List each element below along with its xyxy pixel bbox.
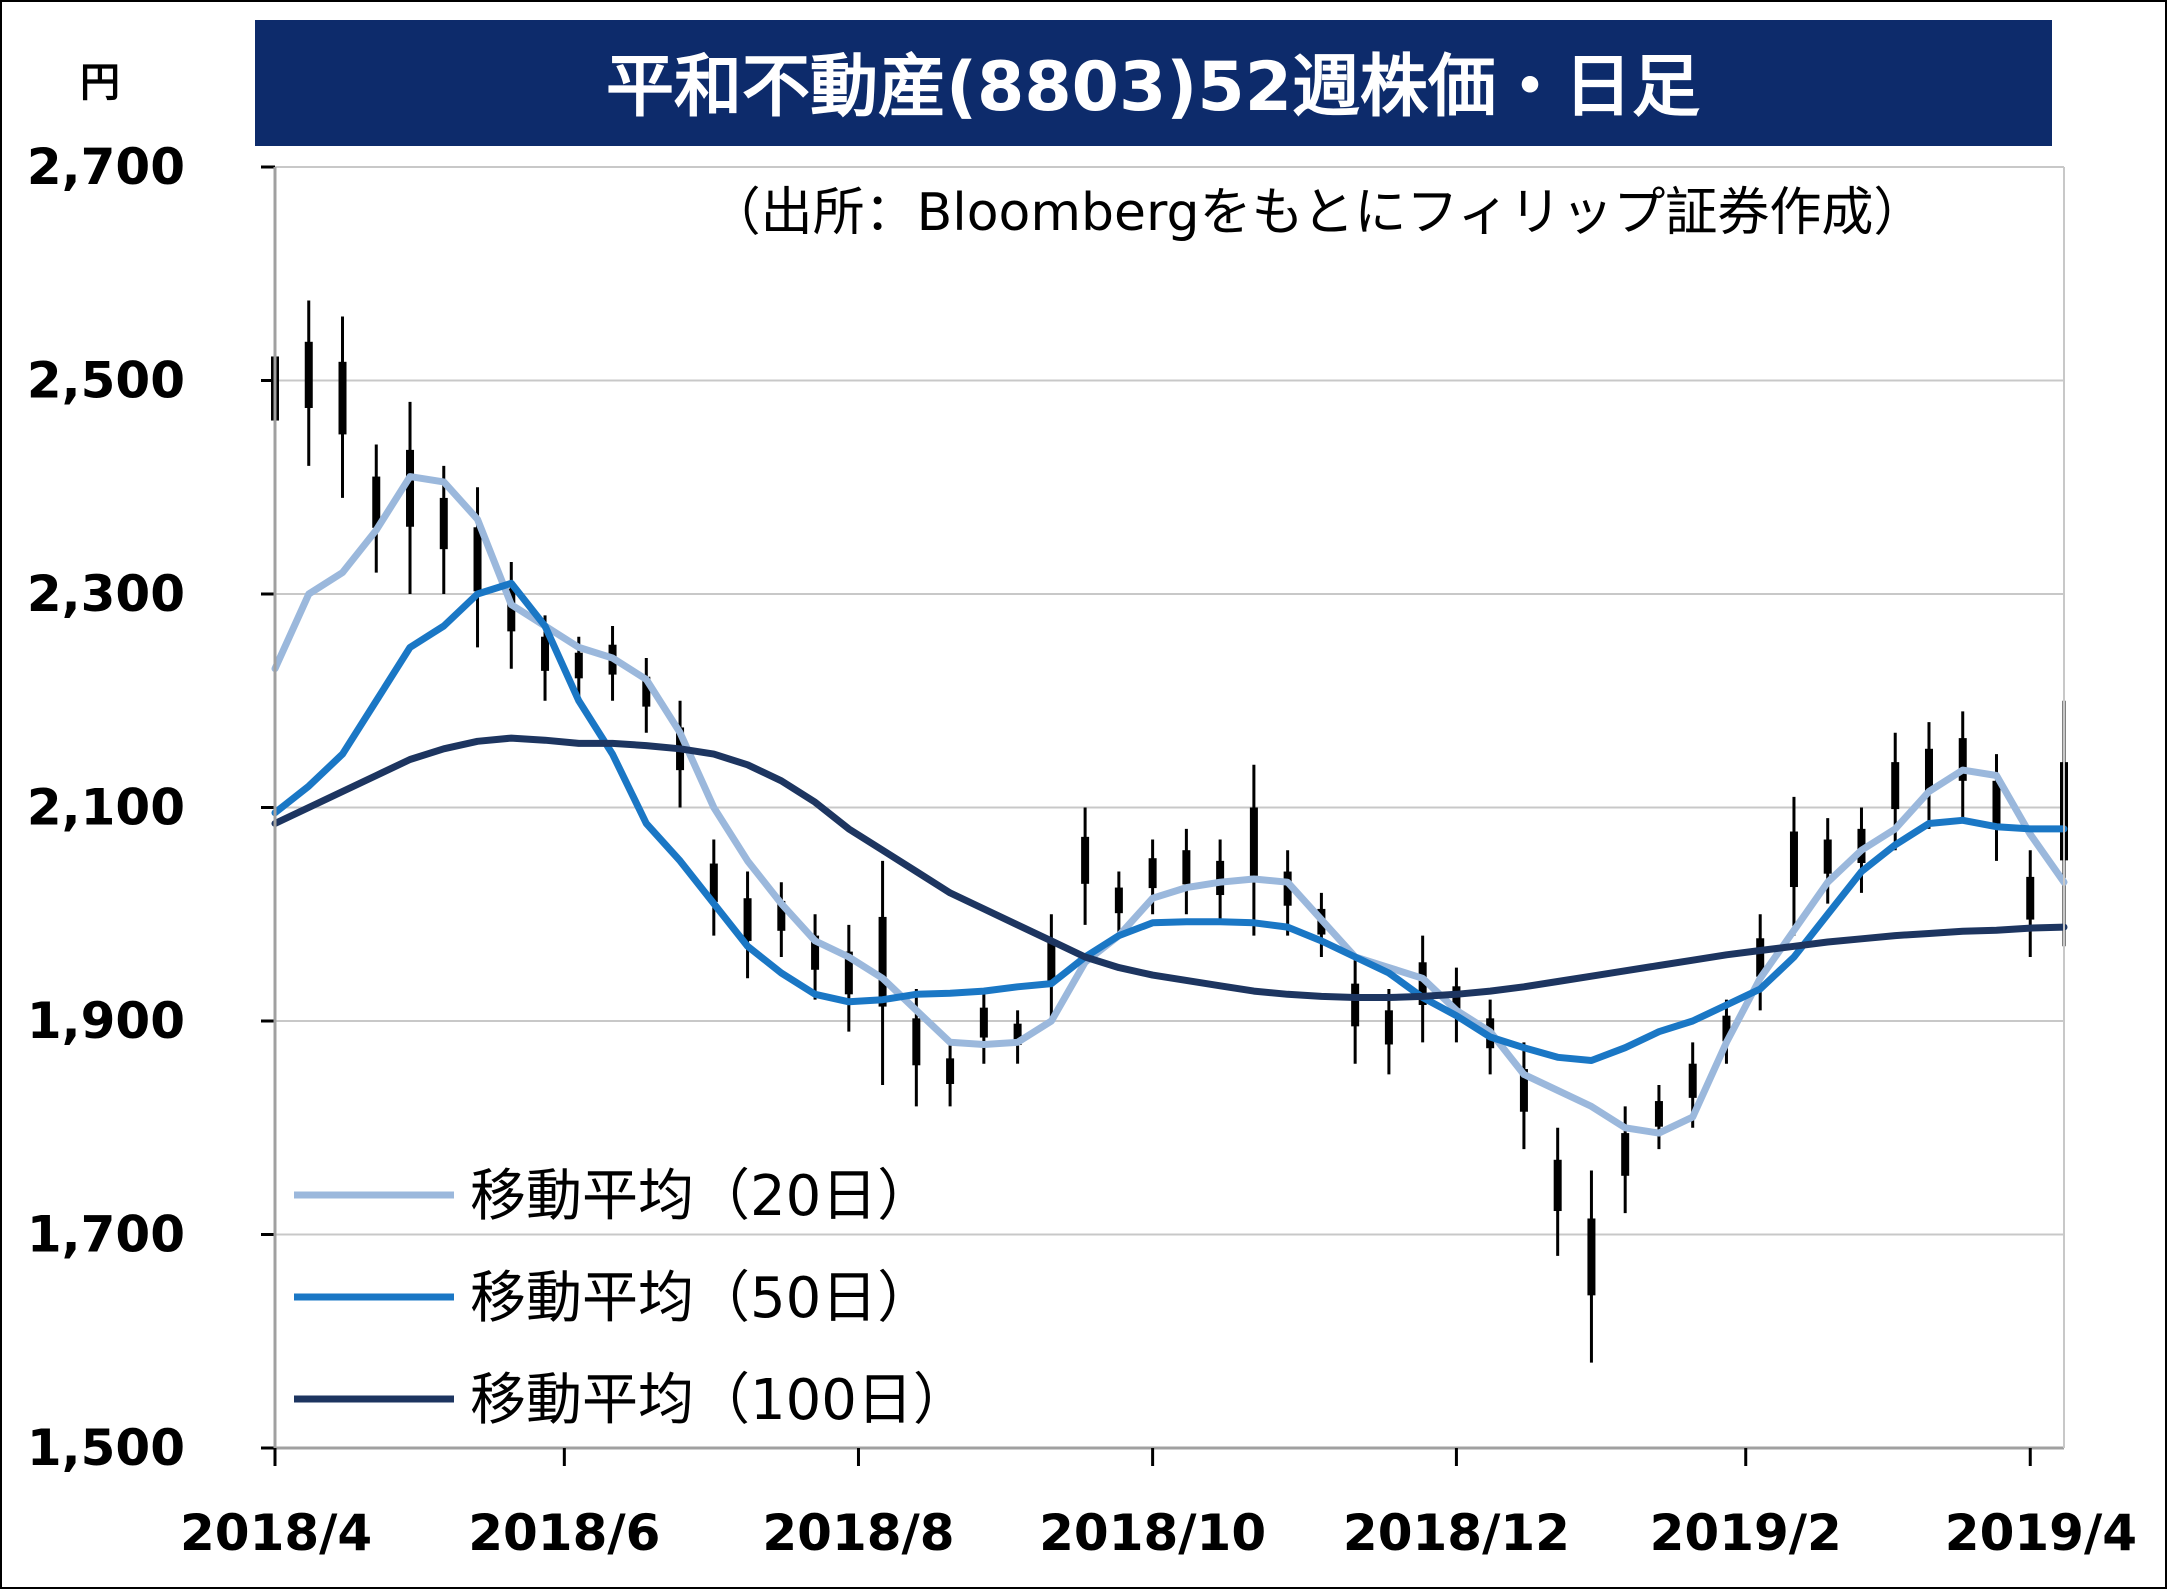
price-candle-body	[1857, 828, 1866, 864]
price-candle-body	[1081, 836, 1090, 884]
price-candle-body	[338, 361, 347, 435]
price-candle-body	[1958, 738, 1967, 781]
price-candle-body	[541, 636, 550, 671]
price-candle-body	[372, 476, 381, 528]
y-tick-label: 2,300	[27, 565, 185, 623]
price-candle-body	[1216, 860, 1225, 896]
x-tick-label: 2018/8	[762, 1504, 954, 1562]
price-candle-body	[1418, 962, 1427, 1005]
y-tick-label: 1,700	[27, 1206, 185, 1264]
ma100-line	[271, 734, 2068, 1001]
price-candle-body	[304, 341, 313, 408]
price-candle-body	[844, 951, 853, 995]
y-axis-unit: 円	[80, 60, 120, 106]
x-tick-label: 2019/4	[1945, 1504, 2137, 1562]
price-candle-body	[507, 588, 516, 632]
price-candle-body	[2026, 876, 2035, 920]
price-candle-body	[1148, 858, 1157, 889]
x-tick-label: 2018/12	[1343, 1504, 1570, 1562]
price-candle-body	[1047, 940, 1056, 984]
price-candle-body	[1654, 1101, 1663, 1127]
y-tick-label: 2,500	[27, 352, 185, 410]
price-candle-body	[878, 916, 887, 1007]
price-candle-body	[1249, 807, 1258, 876]
price-candle-body	[1789, 831, 1798, 888]
price-candle-body	[1351, 983, 1360, 1027]
price-candle-body	[1891, 762, 1900, 810]
axes: 1,500 1,700 1,900 2,100 2,300 2,500 2,700 2018/…	[27, 138, 2137, 1562]
price-candle-body	[709, 863, 718, 902]
price-candle-body	[1587, 1218, 1596, 1296]
price-candle-body	[1452, 986, 1461, 1017]
price-candle-body	[439, 497, 448, 550]
source-note: （出所：Bloombergをもとにフィリップ証券作成）	[709, 183, 1926, 243]
price-candle-body	[642, 676, 651, 707]
price-candle-body	[1182, 850, 1191, 885]
price-candle-body	[777, 900, 786, 931]
x-tick-label: 2018/10	[1039, 1504, 1266, 1562]
price-candle-body	[1722, 1015, 1731, 1042]
price-candle-body	[1519, 1069, 1528, 1112]
price-candle-body	[946, 1058, 955, 1084]
price-candle-body	[1756, 938, 1765, 977]
x-tick-label: 2019/2	[1650, 1504, 1842, 1562]
price-candle-body	[1553, 1159, 1562, 1212]
legend-label-ma50: 移動平均（50日）	[470, 1266, 933, 1331]
y-tick-label: 1,500	[27, 1419, 185, 1477]
price-candle-body	[1114, 887, 1123, 914]
price-candle-body	[473, 527, 482, 592]
price-candle-body	[574, 652, 583, 679]
y-tick-label: 2,700	[27, 138, 185, 196]
price-candle-body	[1283, 871, 1292, 906]
price-candle-body	[743, 898, 752, 941]
legend-label-ma20: 移動平均（20日）	[470, 1164, 933, 1229]
x-tick-label: 2018/6	[468, 1504, 660, 1562]
title-banner	[255, 20, 2052, 146]
legend: 移動平均（20日） 移動平均（50日） 移動平均（100日）	[294, 1164, 969, 1433]
ma20-line	[271, 473, 2068, 1137]
price-candle-body	[811, 935, 820, 970]
price-candle-body	[1013, 1023, 1022, 1046]
price-candle-body	[1992, 780, 2001, 824]
chart-title: 平和不動産(8803)52週株価・日足	[606, 48, 1700, 127]
price-candle-body	[1384, 1010, 1393, 1045]
price-candle-body	[406, 449, 415, 527]
y-tick-label: 2,100	[27, 779, 185, 837]
price-candle-body	[1621, 1133, 1630, 1176]
price-candle-body	[912, 1018, 921, 1066]
price-candle-body	[1688, 1063, 1697, 1098]
x-tick-label: 2018/4	[180, 1504, 372, 1562]
price-candle-body	[979, 1007, 988, 1038]
grid-lines	[275, 166, 2064, 1236]
legend-label-ma100: 移動平均（100日）	[470, 1368, 969, 1433]
price-candle-body	[1823, 839, 1832, 874]
price-candle-body	[1924, 748, 1933, 792]
ma50-line	[271, 579, 2068, 1064]
y-tick-label: 1,900	[27, 992, 185, 1050]
moving-average-lines	[271, 473, 2068, 1137]
